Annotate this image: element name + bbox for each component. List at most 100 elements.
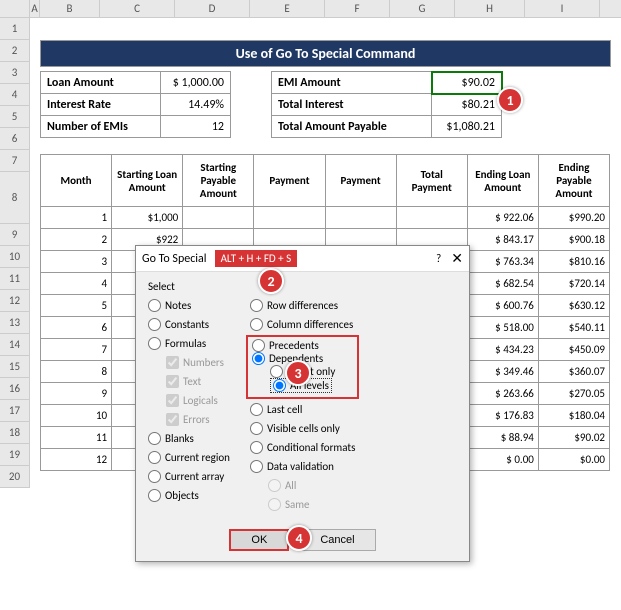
radio-option[interactable]: Precedents [252, 339, 353, 352]
table-cell[interactable]: $90.02 [538, 427, 609, 449]
table-cell[interactable]: 8 [41, 361, 112, 383]
table-header: Ending Loan Amount [467, 155, 538, 207]
table-cell[interactable]: 10 [41, 405, 112, 427]
column-header[interactable]: A [30, 0, 40, 17]
table-cell[interactable]: 12 [41, 449, 112, 471]
info-value[interactable]: 14.49% [161, 94, 231, 116]
table-cell[interactable]: $ 843.17 [467, 229, 538, 251]
column-header[interactable]: C [100, 0, 175, 17]
radio-option[interactable]: Direct only [270, 365, 353, 378]
column-header[interactable]: H [455, 0, 525, 17]
table-cell[interactable]: $ 682.54 [467, 273, 538, 295]
row-header[interactable]: 11 [0, 268, 30, 290]
table-cell[interactable]: $ 600.76 [467, 295, 538, 317]
row-header[interactable]: 16 [0, 378, 30, 400]
column-header[interactable]: D [175, 0, 250, 17]
table-cell[interactable]: $360.07 [538, 361, 609, 383]
table-cell[interactable] [325, 207, 396, 229]
table-cell[interactable]: $540.11 [538, 317, 609, 339]
row-header[interactable]: 20 [0, 466, 30, 488]
row-header[interactable]: 3 [0, 62, 30, 84]
column-header[interactable]: G [390, 0, 455, 17]
radio-option[interactable]: Current array [148, 470, 230, 483]
radio-option[interactable]: Column differences [250, 318, 355, 331]
table-cell[interactable]: 9 [41, 383, 112, 405]
radio-option[interactable]: Blanks [148, 432, 230, 445]
table-cell[interactable] [254, 207, 325, 229]
column-header[interactable]: E [250, 0, 325, 17]
row-header[interactable]: 5 [0, 106, 30, 128]
column-header[interactable]: I [525, 0, 600, 17]
radio-option[interactable]: Constants [148, 318, 230, 331]
row-header[interactable]: 9 [0, 224, 30, 246]
table-cell[interactable]: 11 [41, 427, 112, 449]
radio-option[interactable]: Formulas [148, 337, 230, 350]
column-header[interactable]: F [325, 0, 390, 17]
row-header[interactable]: 10 [0, 246, 30, 268]
table-cell[interactable]: 5 [41, 295, 112, 317]
row-header[interactable]: 1 [0, 18, 30, 40]
table-header: Payment [254, 155, 325, 207]
row-header[interactable]: 2 [0, 40, 30, 62]
help-icon[interactable]: ? [436, 252, 441, 265]
row-header[interactable]: 6 [0, 128, 30, 150]
row-header[interactable]: 7 [0, 150, 30, 172]
callout-3: 3 [285, 360, 311, 386]
row-header[interactable]: 4 [0, 84, 30, 106]
column-header[interactable]: B [40, 0, 100, 17]
info-value[interactable]: $90.02 [432, 72, 502, 94]
row-header[interactable]: 13 [0, 312, 30, 334]
table-cell[interactable]: $0.00 [538, 449, 609, 471]
radio-option[interactable]: Data validation [250, 460, 355, 473]
table-cell[interactable]: $270.05 [538, 383, 609, 405]
table-cell[interactable] [396, 207, 467, 229]
table-cell[interactable]: $ 263.66 [467, 383, 538, 405]
radio-option[interactable]: Conditional formats [250, 441, 355, 454]
table-cell[interactable]: $900.18 [538, 229, 609, 251]
info-value[interactable]: $1,080.21 [432, 116, 502, 138]
close-icon[interactable]: ✕ [451, 250, 463, 267]
radio-option[interactable]: Row differences [250, 299, 355, 312]
radio-option[interactable]: Notes [148, 299, 230, 312]
table-cell[interactable]: $ 176.83 [467, 405, 538, 427]
row-header[interactable]: 17 [0, 400, 30, 422]
table-cell[interactable]: $ 922.06 [467, 207, 538, 229]
row-header[interactable]: 15 [0, 356, 30, 378]
ok-button[interactable]: OK [229, 529, 289, 551]
info-value[interactable]: $80.21 [432, 94, 502, 116]
checkbox-option: Logicals [166, 394, 230, 407]
table-cell[interactable]: 1 [41, 207, 112, 229]
table-cell[interactable]: $720.14 [538, 273, 609, 295]
table-cell[interactable]: $630.12 [538, 295, 609, 317]
corner-cell[interactable] [0, 0, 30, 17]
row-header[interactable]: 19 [0, 444, 30, 466]
row-header[interactable]: 14 [0, 334, 30, 356]
info-value[interactable]: $ 1,000.00 [161, 72, 231, 94]
table-cell[interactable] [183, 207, 254, 229]
row-header[interactable]: 8 [0, 172, 30, 224]
table-cell[interactable]: $450.09 [538, 339, 609, 361]
table-cell[interactable]: 7 [41, 339, 112, 361]
table-cell[interactable]: 4 [41, 273, 112, 295]
table-cell[interactable]: 6 [41, 317, 112, 339]
table-cell[interactable]: $990.20 [538, 207, 609, 229]
table-cell[interactable]: $ 88.94 [467, 427, 538, 449]
table-cell[interactable]: 2 [41, 229, 112, 251]
info-value[interactable]: 12 [161, 116, 231, 138]
table-cell[interactable]: $ 434.23 [467, 339, 538, 361]
table-cell[interactable]: $180.04 [538, 405, 609, 427]
row-header[interactable]: 12 [0, 290, 30, 312]
table-cell[interactable]: $ 518.00 [467, 317, 538, 339]
radio-option[interactable]: Current region [148, 451, 230, 464]
radio-option[interactable]: Visible cells only [250, 422, 355, 435]
radio-option[interactable]: Last cell [250, 403, 355, 416]
table-cell[interactable]: $ 763.34 [467, 251, 538, 273]
table-cell[interactable]: 3 [41, 251, 112, 273]
table-cell[interactable]: $ 349.46 [467, 361, 538, 383]
checkbox-option: Errors [166, 413, 230, 426]
row-header[interactable]: 18 [0, 422, 30, 444]
table-cell[interactable]: $ 0.00 [467, 449, 538, 471]
table-cell[interactable]: $1,000 [112, 207, 183, 229]
radio-option[interactable]: Objects [148, 489, 230, 502]
table-cell[interactable]: $810.16 [538, 251, 609, 273]
